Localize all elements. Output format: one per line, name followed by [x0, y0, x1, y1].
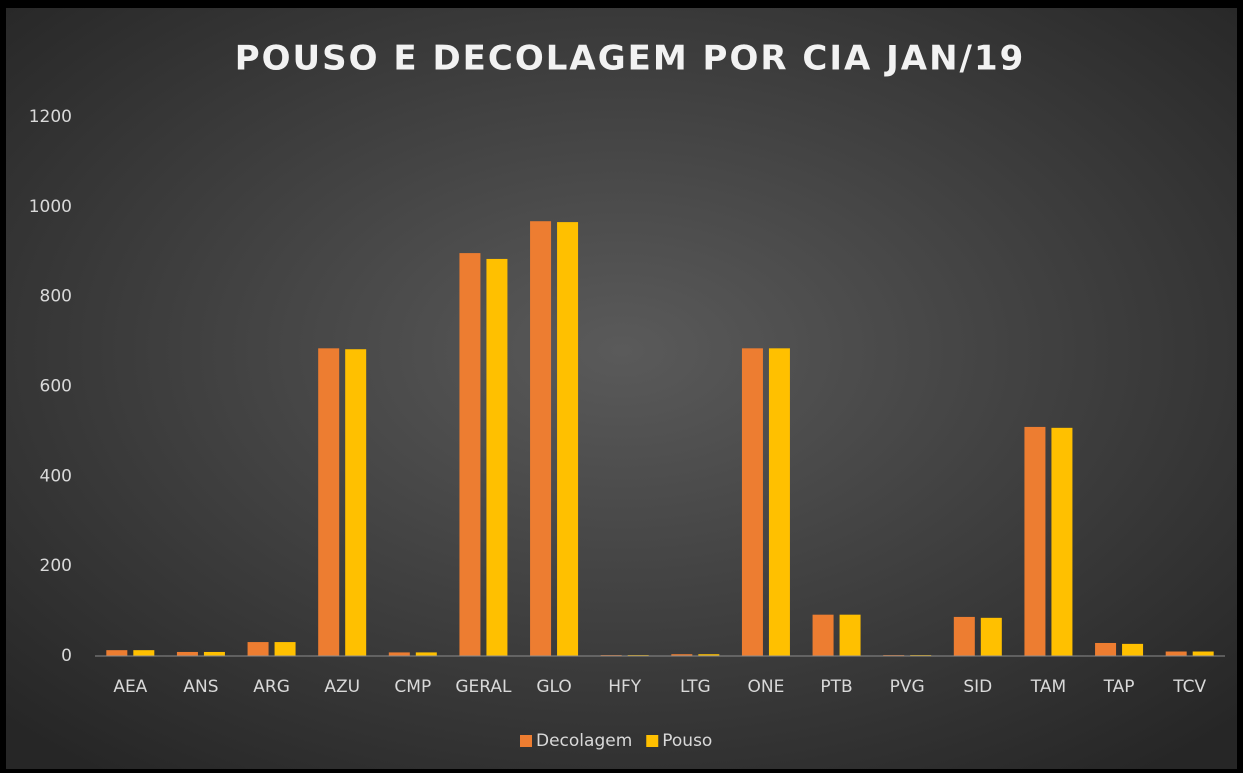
y-tick-label: 800 — [40, 287, 72, 307]
x-tick-label: SID — [963, 677, 992, 697]
bar — [345, 349, 367, 656]
bar — [557, 222, 579, 657]
bar — [1122, 643, 1144, 656]
x-tick-label: AZU — [324, 677, 360, 697]
bar — [980, 617, 1002, 656]
bar — [388, 652, 410, 656]
y-tick-label: 600 — [40, 377, 72, 397]
x-tick-label: PTB — [820, 677, 852, 697]
x-tick-label: AEA — [113, 677, 147, 697]
bar — [1192, 651, 1214, 656]
bar — [812, 614, 834, 656]
bar — [415, 652, 437, 656]
x-tick-label: CMP — [394, 677, 431, 697]
bar — [671, 654, 693, 656]
bar — [203, 651, 225, 656]
legend-swatch — [520, 735, 532, 747]
bar — [839, 614, 861, 656]
x-tick-label: ONE — [748, 677, 785, 697]
y-tick-label: 1000 — [29, 197, 72, 217]
legend-swatch — [646, 735, 659, 747]
bar — [768, 348, 790, 656]
bar — [486, 258, 508, 656]
bar — [247, 642, 269, 656]
x-tick-label: TCV — [1172, 677, 1206, 697]
y-tick-label: 200 — [40, 556, 72, 576]
x-tick-label: GERAL — [455, 677, 512, 697]
bar — [106, 650, 128, 656]
y-tick-label: 1200 — [29, 107, 72, 127]
x-tick-label: GLO — [536, 677, 571, 697]
x-tick-label: TAM — [1030, 677, 1066, 697]
x-tick-label: TAP — [1103, 677, 1135, 697]
x-tick-label: ANS — [183, 677, 218, 697]
bar — [530, 221, 552, 656]
bar — [274, 642, 296, 656]
legend-label: Pouso — [662, 731, 712, 751]
bar — [318, 348, 340, 656]
x-tick-label: ARG — [253, 677, 290, 697]
bar — [133, 650, 155, 656]
x-tick-label: PVG — [890, 677, 925, 697]
bar — [459, 253, 481, 656]
bar — [1165, 651, 1187, 656]
bar — [1095, 642, 1117, 656]
bar — [698, 654, 720, 656]
y-tick-label: 400 — [40, 466, 72, 486]
chart-title: POUSO E DECOLAGEM POR CIA JAN/19 — [235, 39, 1026, 79]
bar — [176, 651, 198, 656]
bar — [1024, 426, 1046, 656]
legend-label: Decolagem — [536, 731, 632, 751]
x-tick-label: LTG — [680, 677, 711, 697]
y-tick-label: 0 — [61, 646, 72, 666]
bar — [953, 616, 975, 656]
bar — [741, 348, 763, 656]
x-tick-label: HFY — [608, 677, 642, 697]
bar — [1051, 427, 1073, 656]
